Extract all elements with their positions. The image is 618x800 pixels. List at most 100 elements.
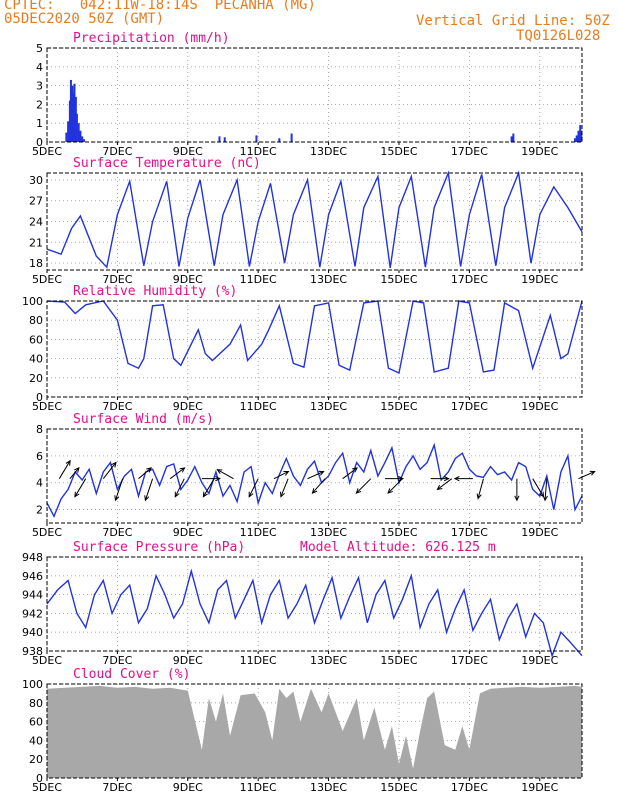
precip-bar (77, 123, 80, 142)
precip-bar (75, 113, 78, 142)
x-tick-label: 7DEC (102, 526, 132, 539)
precip-bar (218, 136, 221, 142)
wind-arrow-head (514, 495, 520, 502)
panel-title: Precipitation (mm/h) (73, 31, 230, 46)
x-tick-label: 13DEC (310, 526, 347, 539)
wind-arrow-head (355, 488, 362, 494)
x-tick-label: 5DEC (32, 273, 62, 286)
x-tick-label: 17DEC (451, 654, 488, 667)
x-tick-label: 11DEC (240, 145, 277, 158)
y-tick-label: 80 (29, 697, 43, 710)
x-tick-label: 15DEC (380, 654, 417, 667)
y-tick-label: 20 (29, 753, 43, 766)
series-line (46, 300, 583, 375)
wind-arrow-head (443, 476, 450, 482)
panel-annotation: Model Altitude: 626.125 m (300, 540, 496, 555)
precip-bar (512, 133, 515, 142)
precip-bar (81, 136, 84, 142)
x-tick-label: 19DEC (521, 400, 558, 413)
y-tick-label: 0 (36, 136, 43, 149)
header-line1-left: CPTEC: 042:11W-18:14S PECANHA (MG) (4, 0, 316, 13)
x-tick-label: 9DEC (173, 400, 203, 413)
wind-arrow-head (114, 495, 120, 502)
x-tick-label: 19DEC (521, 145, 558, 158)
y-tick-label: 60 (29, 333, 43, 346)
y-tick-label: 6 (36, 450, 43, 463)
wind-arrow-head (179, 467, 186, 473)
wind-arrow-head (216, 469, 223, 475)
panel-frame (46, 47, 583, 143)
x-tick-label: 13DEC (310, 781, 347, 794)
x-tick-label: 5DEC (32, 145, 62, 158)
x-tick-label: 5DEC (32, 781, 62, 794)
wind-arrow (217, 469, 234, 480)
y-tick-label: 3 (36, 80, 43, 93)
wind-arrow-head (215, 476, 222, 482)
x-tick-label: 7DEC (102, 273, 132, 286)
precip-bar (74, 96, 77, 142)
wind-arrow-head (476, 493, 482, 500)
y-tick-label: 944 (22, 589, 43, 602)
precip-bar (575, 135, 578, 142)
y-tick-label: 1 (36, 117, 43, 130)
precip-bar (82, 139, 85, 142)
wind-arrow (202, 478, 215, 497)
x-tick-label: 15DEC (380, 145, 417, 158)
wind-arrow-head (311, 488, 318, 494)
x-tick-label: 13DEC (310, 273, 347, 286)
wind-arrow-head (352, 467, 358, 473)
x-tick-label: 17DEC (451, 400, 488, 413)
panel-title: Surface Temperature (nC) (73, 156, 261, 171)
x-tick-label: 5DEC (32, 526, 62, 539)
y-tick-label: 4 (36, 61, 43, 74)
x-tick-label: 9DEC (173, 145, 203, 158)
series-line (46, 568, 583, 658)
wind-arrow (69, 467, 80, 480)
header-line2-left: 05DEC2020 50Z (GMT) (4, 11, 165, 27)
wind-arrow (312, 478, 326, 494)
x-tick-label: 13DEC (310, 145, 347, 158)
panel-frame (46, 172, 583, 271)
y-tick-label: 20 (29, 372, 43, 385)
wind-arrow (248, 478, 259, 497)
x-tick-label: 15DEC (380, 400, 417, 413)
x-tick-label: 17DEC (451, 526, 488, 539)
y-tick-label: 942 (22, 607, 43, 620)
panel-title: Relative Humidity (%) (73, 284, 237, 299)
wind-arrow-head (146, 467, 152, 473)
panel-title: Surface Pressure (hPa) (73, 540, 245, 555)
wind-arrow (169, 467, 185, 480)
wind-arrow (342, 467, 358, 480)
precip-bar (79, 130, 82, 142)
panel-frame (46, 300, 583, 398)
y-tick-label: 40 (29, 353, 43, 366)
y-tick-label: 27 (29, 195, 43, 208)
x-tick-label: 11DEC (240, 273, 277, 286)
wind-arrow-head (248, 491, 254, 498)
wind-arrow (387, 478, 403, 494)
header-line2-right: TQ0126L028 (516, 28, 601, 44)
wind-arrow (280, 478, 289, 497)
x-tick-label: 7DEC (102, 145, 132, 158)
y-tick-label: 24 (29, 216, 43, 229)
x-tick-label: 9DEC (173, 526, 203, 539)
wind-arrow-head (280, 491, 285, 498)
panel-frame (46, 428, 583, 524)
x-tick-label: 7DEC (102, 781, 132, 794)
x-tick-label: 11DEC (240, 400, 277, 413)
wind-arrow (138, 467, 152, 480)
x-tick-label: 13DEC (310, 400, 347, 413)
x-tick-label: 7DEC (102, 654, 132, 667)
wind-arrow (307, 471, 324, 480)
wind-arrow (115, 478, 124, 501)
x-tick-label: 13DEC (310, 654, 347, 667)
panel-title: Cloud Cover (%) (73, 667, 190, 682)
x-tick-label: 15DEC (380, 273, 417, 286)
precip-bar (223, 137, 226, 142)
wind-arrow (58, 460, 71, 479)
y-tick-label: 4 (36, 477, 43, 490)
x-tick-label: 15DEC (380, 781, 417, 794)
wind-arrow (144, 478, 154, 501)
x-tick-label: 15DEC (380, 526, 417, 539)
